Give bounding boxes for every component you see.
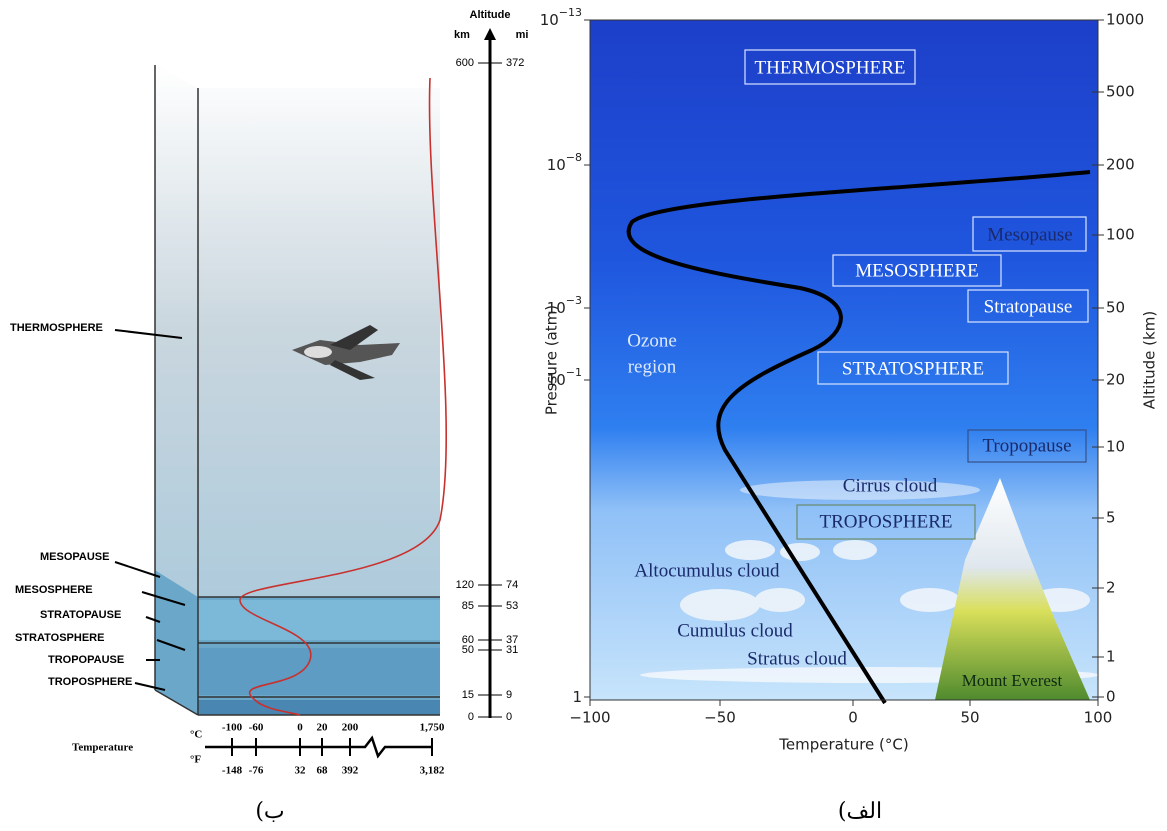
tick-label: 0 bbox=[506, 711, 512, 723]
region-label: Stratopause bbox=[984, 296, 1073, 317]
layer-label: MESOPAUSE bbox=[40, 551, 109, 563]
tick-label: 120 bbox=[456, 579, 474, 591]
x-tick-label: 0 bbox=[848, 709, 858, 727]
tick-label: 20 bbox=[317, 722, 329, 734]
axis-title: Temperature bbox=[72, 742, 133, 754]
x-axis-title: Temperature (°C) bbox=[778, 736, 908, 754]
tick-base: 10 bbox=[540, 11, 559, 29]
annotation: region bbox=[628, 356, 677, 377]
tick-exponent: −8 bbox=[566, 151, 582, 164]
tick-label: 50 bbox=[462, 644, 474, 656]
tick-label: 85 bbox=[462, 600, 474, 612]
tick-base: 1 bbox=[572, 688, 582, 706]
figure: THERMOSPHERE MESOPAUSE MESOSPHERE STRATO… bbox=[0, 0, 1167, 831]
y2-tick-label: 20 bbox=[1106, 371, 1125, 389]
y-tick-label: 10−13 bbox=[540, 6, 582, 29]
region-label: Tropopause bbox=[982, 435, 1071, 456]
region-label: THERMOSPHERE bbox=[755, 57, 906, 78]
tick-label: 68 bbox=[317, 765, 329, 777]
page: { "left": { "layers": ["THERMOSPHERE", "… bbox=[0, 0, 1167, 831]
tick-label: -60 bbox=[249, 722, 264, 734]
tick-label: 9 bbox=[506, 689, 512, 701]
tick-exponent: −3 bbox=[566, 294, 582, 307]
y2-tick-label: 10 bbox=[1106, 438, 1125, 456]
tick-label: 372 bbox=[506, 57, 524, 69]
y-tick-label: 10−8 bbox=[547, 151, 582, 174]
layer-label: MESOSPHERE bbox=[15, 584, 93, 596]
right-panel: THERMOSPHERE Mesopause MESOSPHERE Strato… bbox=[540, 6, 1159, 824]
tick-exponent: −1 bbox=[566, 366, 582, 379]
tick-label: -76 bbox=[249, 765, 264, 777]
tick-base: 10 bbox=[547, 156, 566, 174]
axis-unit: °F bbox=[190, 754, 201, 766]
y2-tick-label: 500 bbox=[1106, 83, 1135, 101]
mesosphere-band bbox=[198, 600, 440, 640]
layer-label: TROPOPAUSE bbox=[48, 654, 124, 666]
tick-label: 32 bbox=[295, 765, 307, 777]
tick-label: 0 bbox=[468, 711, 474, 723]
annotation: Cumulus cloud bbox=[677, 620, 793, 641]
axis-unit: mi bbox=[516, 29, 529, 41]
stratosphere-band bbox=[198, 648, 440, 695]
y-axis-title: Pressure (atm) bbox=[543, 305, 561, 415]
x-tick-label: −100 bbox=[569, 709, 610, 727]
tick-label: 1,750 bbox=[420, 722, 445, 734]
tick-label: 3,182 bbox=[420, 765, 445, 777]
y2-tick-label: 1 bbox=[1106, 648, 1116, 666]
tick-label: 200 bbox=[342, 722, 359, 734]
caption: ب) bbox=[255, 799, 284, 824]
y2-axis-title: Altitude (km) bbox=[1141, 311, 1159, 409]
annotation: Altocumulus cloud bbox=[634, 560, 780, 581]
temperature-scale bbox=[205, 738, 432, 756]
x-tick-label: 100 bbox=[1084, 709, 1113, 727]
tick-label: 74 bbox=[506, 579, 518, 591]
y-tick-label: 1 bbox=[572, 688, 582, 706]
layer-label: STRATOPAUSE bbox=[40, 609, 121, 621]
axis-unit: km bbox=[454, 29, 470, 41]
left-panel: THERMOSPHERE MESOPAUSE MESOSPHERE STRATO… bbox=[10, 9, 528, 824]
tick-label: 15 bbox=[462, 689, 474, 701]
annotation: Ozone bbox=[627, 330, 677, 351]
tick-label: -100 bbox=[222, 722, 243, 734]
tick-label: 31 bbox=[506, 644, 518, 656]
y2-tick-label: 5 bbox=[1106, 509, 1116, 527]
troposphere-band bbox=[198, 700, 440, 715]
layer-label: STRATOSPHERE bbox=[15, 632, 104, 644]
y2-tick-label: 0 bbox=[1106, 688, 1116, 706]
annotation: Mount Everest bbox=[962, 671, 1063, 690]
x-tick-label: 50 bbox=[960, 709, 979, 727]
tick-exponent: −13 bbox=[559, 6, 582, 19]
tick-label: 53 bbox=[506, 600, 518, 612]
y2-tick-label: 2 bbox=[1106, 579, 1116, 597]
tick-label: 392 bbox=[342, 765, 359, 777]
y2-tick-label: 50 bbox=[1106, 299, 1125, 317]
tick-label: 600 bbox=[456, 57, 474, 69]
region-label: STRATOSPHERE bbox=[842, 358, 984, 379]
tick-label: 0 bbox=[297, 722, 303, 734]
x-tick-label: −50 bbox=[704, 709, 736, 727]
y2-tick-label: 100 bbox=[1106, 226, 1135, 244]
annotation: Cirrus cloud bbox=[843, 475, 938, 496]
caption: الف) bbox=[838, 799, 882, 824]
layer-label: TROPOSPHERE bbox=[48, 676, 132, 688]
layer-label: THERMOSPHERE bbox=[10, 322, 103, 334]
tick-label: -148 bbox=[222, 765, 243, 777]
axis-unit: °C bbox=[190, 729, 202, 741]
y2-tick-label: 1000 bbox=[1106, 11, 1144, 29]
annotation: Stratus cloud bbox=[747, 648, 847, 669]
axis-arrow bbox=[484, 28, 496, 40]
temperature-ticks: -100 -60 0 20 200 1,750 -148 -76 32 68 392 3,182 bbox=[222, 722, 445, 777]
region-label: Mesopause bbox=[987, 224, 1072, 245]
axis-title: Altitude bbox=[470, 9, 511, 21]
region-label: MESOSPHERE bbox=[855, 260, 979, 281]
region-label: TROPOSPHERE bbox=[819, 511, 952, 532]
y2-tick-label: 200 bbox=[1106, 156, 1135, 174]
